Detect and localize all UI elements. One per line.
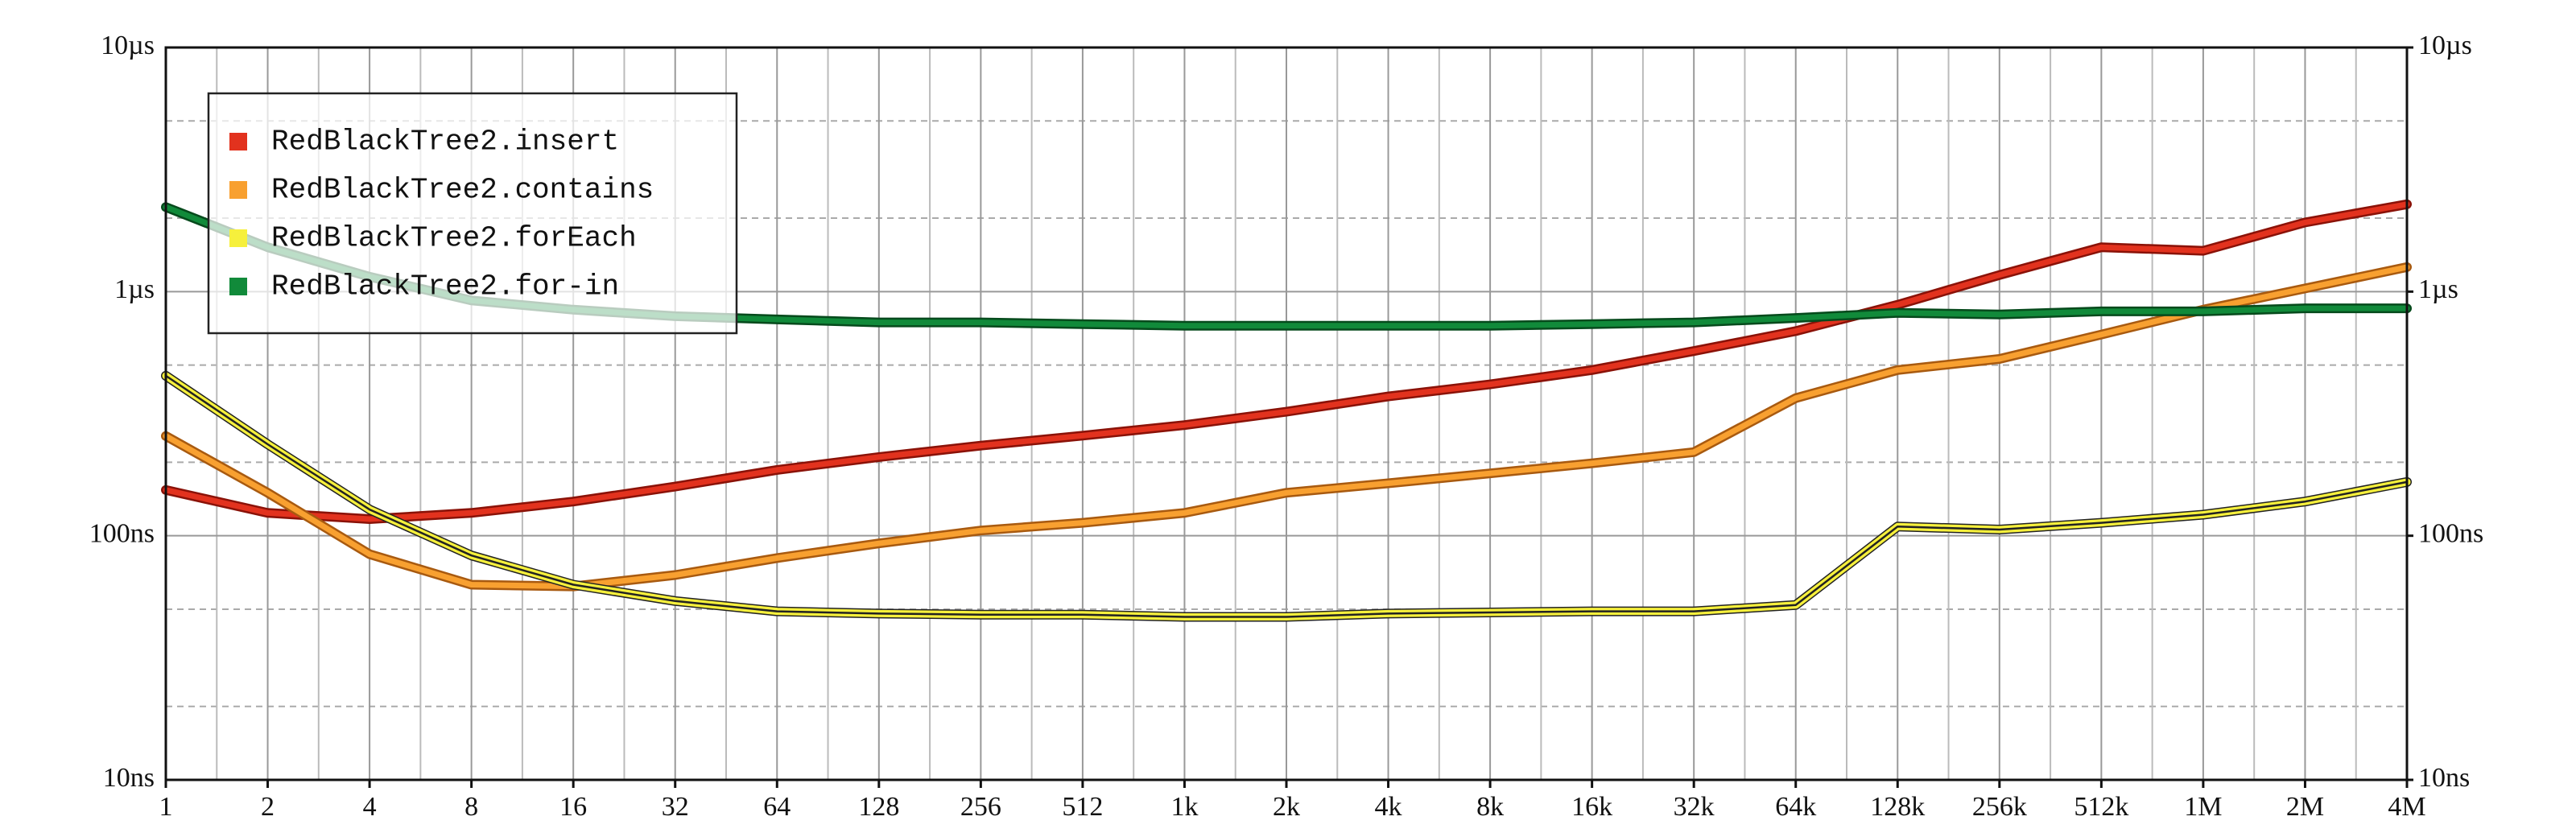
x-tick-label: 2M	[2286, 792, 2324, 822]
series-line	[161, 370, 2412, 622]
y2-tick-label: 10µs	[2418, 31, 2472, 60]
x-tick-label: 256	[960, 792, 1001, 822]
legend-label: RedBlackTree2.forEach	[271, 222, 637, 255]
x-tick-label: 16	[559, 792, 587, 822]
axis-labels: 1 2 4 8 16 32 64 128 256 512 1k 2k 4k 8k 16k 32k 64k 128k…	[89, 31, 2483, 822]
x-tick-label: 64k	[1775, 792, 1816, 822]
y2-tick-label: 100ns	[2418, 518, 2483, 548]
x-tick-label: 1k	[1170, 792, 1198, 822]
legend-box	[207, 92, 738, 335]
x-tick-label: 128k	[1870, 792, 1925, 822]
x-tick-label: 1	[159, 792, 173, 822]
series-line	[161, 262, 2412, 592]
grid	[164, 46, 2413, 788]
legend-swatch	[229, 181, 247, 199]
legend-label: RedBlackTree2.for-in	[271, 270, 619, 303]
legend-swatch	[229, 133, 247, 150]
y2-tick-label: 10ns	[2418, 763, 2470, 793]
x-tick-label: 16k	[1571, 792, 1612, 822]
legend-label: RedBlackTree2.insert	[271, 126, 619, 159]
x-tick-label: 64	[763, 792, 791, 822]
x-tick-label: 512	[1062, 792, 1103, 822]
x-tick-label: 2	[261, 792, 275, 822]
y-tick-label: 1µs	[114, 274, 155, 304]
series-line	[163, 264, 2410, 590]
series-line	[163, 201, 2410, 522]
y-tick-label: 10µs	[101, 31, 155, 60]
x-tick-label: 32	[662, 792, 689, 822]
x-tick-label: 32k	[1674, 792, 1715, 822]
x-tick-label: 4k	[1375, 792, 1402, 822]
x-tick-label: 8	[464, 792, 478, 822]
x-tick-label: 256k	[1972, 792, 2027, 822]
x-tick-label: 4M	[2388, 792, 2425, 822]
legend-swatch	[229, 229, 247, 247]
x-tick-label: 4	[363, 792, 377, 822]
plot-lines	[161, 199, 2412, 622]
plot-frame	[164, 46, 2409, 781]
y-tick-label: 10ns	[103, 763, 155, 793]
x-tick-label: 8k	[1476, 792, 1504, 822]
series-line	[161, 199, 2412, 524]
legend-label: RedBlackTree2.contains	[271, 174, 654, 207]
legend: RedBlackTree2.insert RedBlackTree2.contai…	[207, 92, 738, 335]
x-tick-label: 2k	[1273, 792, 1300, 822]
x-tick-label: 1M	[2184, 792, 2222, 822]
x-tick-label: 128	[858, 792, 899, 822]
y-tick-label: 100ns	[89, 518, 155, 548]
series-line-core	[165, 374, 2408, 618]
y2-tick-label: 1µs	[2418, 274, 2458, 304]
legend-swatch	[229, 278, 247, 295]
x-tick-label: 512k	[2074, 792, 2128, 822]
